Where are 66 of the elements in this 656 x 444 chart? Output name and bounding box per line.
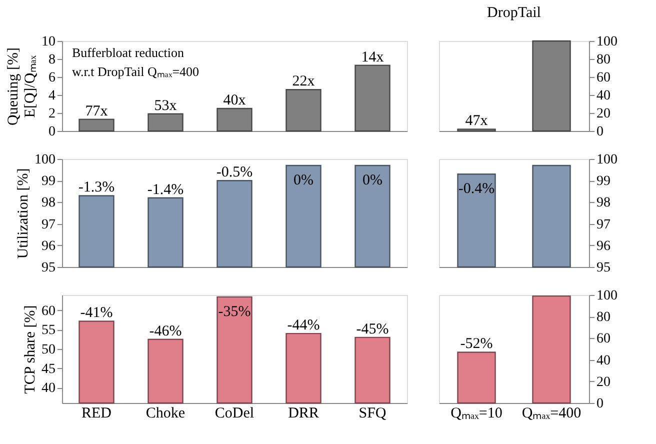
y-tick-label: 6 — [48, 70, 56, 86]
y-tick-label: 10 — [42, 34, 56, 50]
annotation: -45% — [356, 321, 389, 338]
annotation: 40x — [223, 92, 246, 108]
y-tick-label: 95 — [596, 260, 610, 276]
y-axis-title: Utilization [%] — [16, 168, 32, 259]
y-tick-label: 55 — [42, 323, 56, 338]
y-tick-label: 97 — [42, 217, 56, 232]
annotation: Bufferbloat reduction — [72, 45, 185, 60]
y-tick-label: 99 — [42, 174, 56, 190]
y-axis-title: TCP share [%] — [22, 305, 38, 394]
annotation: -0.4% — [458, 181, 495, 198]
chart-title: DropTail — [487, 5, 541, 21]
annotation: 47x — [465, 113, 488, 130]
y-tick-label: 60 — [596, 70, 610, 86]
annotation: -46% — [149, 323, 182, 340]
x-tick-label: CoDel — [214, 406, 254, 422]
y-tick-label: 95 — [42, 260, 56, 276]
y-tick-label: 100 — [596, 288, 618, 304]
y-tick-label: 20 — [596, 106, 610, 122]
x-tick-label: RED — [82, 406, 112, 422]
y-axis-title: Queuing [%] E[Q]/Qₘₐₓ — [6, 48, 38, 126]
y-tick-label: 0 — [48, 124, 56, 140]
y-tick-label: 20 — [596, 374, 610, 390]
y-tick-label: 80 — [596, 310, 610, 326]
y-tick-label: 100 — [34, 152, 56, 168]
annotation: 14x — [361, 49, 384, 66]
y-tick-label: 60 — [42, 304, 56, 319]
y-tick-label: 96 — [42, 238, 56, 254]
annotation: 53x — [154, 98, 178, 114]
y-tick-label: 96 — [596, 238, 610, 254]
annotation: -0.5% — [216, 164, 253, 181]
annotation: 0% — [294, 172, 314, 188]
annotation: -1.4% — [147, 182, 184, 198]
annotation: -35% — [218, 304, 251, 320]
y-tick-label: 100 — [596, 152, 618, 168]
y-tick-label: 40 — [596, 88, 610, 104]
y-tick-label: 40 — [596, 353, 610, 368]
y-tick-label: 60 — [596, 332, 610, 347]
y-tick-label: 0 — [596, 124, 604, 140]
annotation: 22x — [292, 74, 316, 90]
annotation: -44% — [287, 318, 320, 334]
y-tick-label: 50 — [42, 342, 56, 358]
x-tick-label: Qₘₐₓ=400 — [522, 406, 582, 422]
x-tick-label: Choke — [146, 406, 186, 422]
y-tick-label: 98 — [596, 196, 610, 211]
annotation: 77x — [85, 103, 108, 120]
annotation: -1.3% — [78, 180, 115, 196]
y-tick-label: 97 — [596, 217, 610, 232]
y-tick-label: 45 — [42, 362, 56, 377]
x-tick-label: SFQ — [358, 406, 386, 422]
annotation: -41% — [80, 305, 113, 322]
y-tick-label: 0 — [596, 396, 604, 412]
y-tick-label: 99 — [596, 174, 610, 190]
y-tick-label: 8 — [48, 52, 56, 68]
y-tick-label: 98 — [42, 196, 56, 211]
y-tick-label: 80 — [596, 52, 610, 68]
x-tick-label: Qₘₐₓ=10 — [450, 406, 502, 422]
y-tick-label: 100 — [596, 34, 618, 50]
y-tick-label: 4 — [48, 88, 56, 104]
y-tick-label: 40 — [42, 381, 56, 396]
x-tick-label: DRR — [288, 406, 319, 422]
annotation: w.r.t DropTail Qₘₐₓ=400 — [72, 64, 200, 79]
annotation: -52% — [460, 336, 493, 352]
annotation: 0% — [362, 172, 382, 188]
y-tick-label: 2 — [48, 106, 56, 122]
